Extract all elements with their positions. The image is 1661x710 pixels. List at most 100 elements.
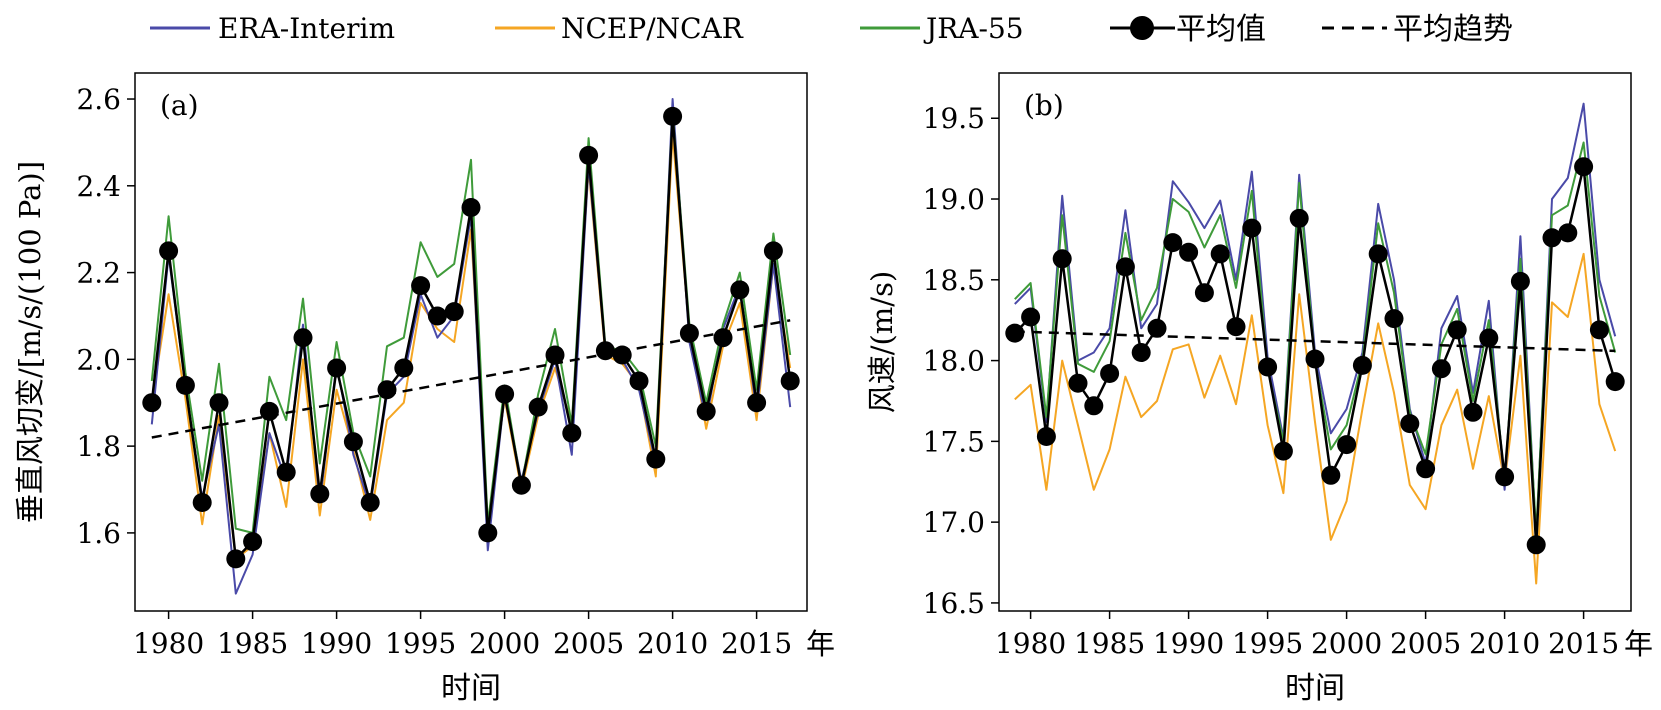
panel-b-mean-point-1994 <box>1242 218 1262 238</box>
legend: ERA-Interim NCEP/NCAR JRA-55 平均值 平均趋势 <box>150 12 1513 47</box>
panel-b-x-tick-label-1980: 1980 <box>995 627 1066 660</box>
panel-a-mean-point-1979 <box>142 393 162 413</box>
panel-b-mean-point-2004 <box>1400 414 1420 434</box>
panel-a-mean-point-1990 <box>327 358 347 378</box>
panel-b-mean-point-1981 <box>1036 427 1056 446</box>
panel-b-mean-point-1987 <box>1131 343 1151 362</box>
panel-b-mean-markers <box>1005 157 1625 555</box>
panel-b-axes: 1980 1985 1990 1995 2000 2005 2010 2015 16.5 17.0… <box>923 102 1620 660</box>
panel-b-mean-point-1992 <box>1210 244 1230 264</box>
panel-a-x-tick-label-1980: 1980 <box>133 627 204 660</box>
panel-b-mean-point-2015 <box>1574 157 1594 177</box>
panel-a-mean-point-1997 <box>444 302 464 322</box>
panel-a-label: (a) <box>160 89 199 122</box>
panel-a-mean-point-1999 <box>478 523 498 543</box>
panel-a-mean-point-1980 <box>159 241 179 261</box>
panel-a-mean-markers <box>142 106 800 569</box>
panel-b-mean-point-1986 <box>1115 257 1135 277</box>
panel-b-mean-point-2005 <box>1416 459 1436 479</box>
panel-b-y-tick-label-18.0: 18.0 <box>923 345 985 378</box>
legend-label-era-interim: ERA-Interim <box>218 12 395 45</box>
panel-b-x-tick-label-2005: 2005 <box>1390 627 1461 660</box>
panel-b-mean-point-1982 <box>1052 249 1072 269</box>
panel-b-mean-point-1991 <box>1194 283 1214 303</box>
legend-label-mean-trend: 平均趋势 <box>1393 12 1513 47</box>
panel-a-mean-point-1996 <box>427 306 447 326</box>
panel-a: 1980 1985 1990 1995 2000 2005 2010 2015 1.6 1.8 2.… <box>13 72 835 706</box>
panel-a-mean-point-2011 <box>679 323 699 343</box>
panel-a-mean-point-2015 <box>747 393 767 413</box>
panel-a-x-tick-label-2000: 2000 <box>469 627 540 660</box>
panel-a-mean-point-2010 <box>663 106 683 126</box>
panel-b-mean-point-2016 <box>1589 320 1609 340</box>
panel-b-mean-point-2007 <box>1447 320 1467 340</box>
panel-b-y-tick-label-19.5: 19.5 <box>923 102 985 135</box>
panel-a-mean-point-2004 <box>562 423 582 443</box>
panel-a-mean-point-2007 <box>612 345 632 365</box>
panel-a-y-tick-label-2.0: 2.0 <box>76 343 121 376</box>
panel-a-mean-point-2017 <box>780 371 800 391</box>
panel-b-y-axis-title: 风速/(m/s) <box>865 271 899 414</box>
panel-a-x-tick-label-2010: 2010 <box>637 627 708 660</box>
panel-a-series-lines <box>150 98 792 595</box>
panel-a-axes: 1980 1985 1990 1995 2000 2005 2010 2015 1.6 1.8 2.… <box>76 83 792 660</box>
panel-b-mean-point-1984 <box>1084 396 1104 416</box>
legend-label-mean: 平均值 <box>1176 12 1266 47</box>
panel-a-mean-point-2008 <box>629 371 649 391</box>
panel-a-x-tick-label-1995: 1995 <box>385 627 456 660</box>
panel-a-mean-point-1991 <box>343 432 363 452</box>
legend-item-ncep-ncar: NCEP/NCAR <box>495 12 744 45</box>
panel-a-mean-point-2001 <box>511 475 531 495</box>
panel-a-x-tick-label-1990: 1990 <box>301 627 372 660</box>
panel-b-mean-point-1993 <box>1226 317 1246 337</box>
panel-b-mean-point-2006 <box>1431 359 1451 379</box>
panel-b-mean-point-2013 <box>1542 228 1562 248</box>
panel-a-frame <box>134 72 808 612</box>
panel-a-mean-point-2009 <box>646 449 666 469</box>
panel-b-mean-point-1997 <box>1289 208 1309 228</box>
panel-a-x-axis-title: 时间 <box>441 671 501 706</box>
panel-b-y-tick-label-16.5: 16.5 <box>923 587 985 620</box>
legend-item-jra-55: JRA-55 <box>860 12 1024 45</box>
panel-b-mean-point-2017 <box>1605 372 1625 392</box>
panel-a-mean-point-2006 <box>595 341 615 361</box>
legend-label-ncep-ncar: NCEP/NCAR <box>561 12 744 45</box>
panel-b-mean-point-1985 <box>1100 364 1120 383</box>
panel-b-mean-point-1983 <box>1068 373 1088 393</box>
panel-b-mean-point-2000 <box>1337 435 1357 455</box>
panel-b: 1980 1985 1990 1995 2000 2005 2010 2015 16.5 17.0… <box>865 72 1653 706</box>
panel-a-mean-point-2014 <box>730 280 750 300</box>
panel-b-x-tick-label-2015: 2015 <box>1548 627 1619 660</box>
panel-a-mean-point-1992 <box>360 493 380 512</box>
panel-b-x-tick-label-2000: 2000 <box>1311 627 1382 660</box>
panel-b-mean-point-2014 <box>1558 223 1578 243</box>
panel-a-mean-point-1995 <box>411 276 431 296</box>
legend-swatch-mean-marker <box>1130 16 1154 40</box>
panel-a-mean-point-1985 <box>243 532 263 552</box>
panel-a-mean-point-2005 <box>579 145 599 165</box>
panel-a-mean-point-1982 <box>192 493 212 512</box>
panel-b-mean-point-2009 <box>1479 328 1499 348</box>
panel-b-mean-point-2001 <box>1352 355 1372 375</box>
panel-a-mean-point-2016 <box>763 241 783 261</box>
panel-a-mean-point-1987 <box>276 462 296 482</box>
panel-a-y-tick-label-2.6: 2.6 <box>76 83 121 116</box>
panel-b-mean-point-1989 <box>1163 233 1183 253</box>
panel-b-mean-point-2003 <box>1384 309 1404 329</box>
panel-a-x-unit: 年 <box>806 627 835 661</box>
panel-a-mean-point-1993 <box>377 380 397 400</box>
panel-a-mean-point-1981 <box>175 375 195 395</box>
panel-a-x-tick-label-1985: 1985 <box>217 627 288 660</box>
panel-b-series-jra-55 <box>1014 141 1617 535</box>
panel-a-x-tick-label-2005: 2005 <box>553 627 624 660</box>
panel-a-mean-point-2003 <box>545 345 565 365</box>
panel-b-y-tick-label-17.5: 17.5 <box>923 425 985 458</box>
panel-a-mean-point-1986 <box>259 401 279 421</box>
panel-b-mean-point-1988 <box>1147 318 1167 338</box>
panel-a-series-mean-trend <box>151 319 791 439</box>
panel-b-mean-point-1979 <box>1005 323 1025 343</box>
panel-a-x-tick-label-2015: 2015 <box>721 627 792 660</box>
panel-b-mean-point-1998 <box>1305 349 1325 369</box>
panel-a-mean-point-2000 <box>495 384 515 404</box>
